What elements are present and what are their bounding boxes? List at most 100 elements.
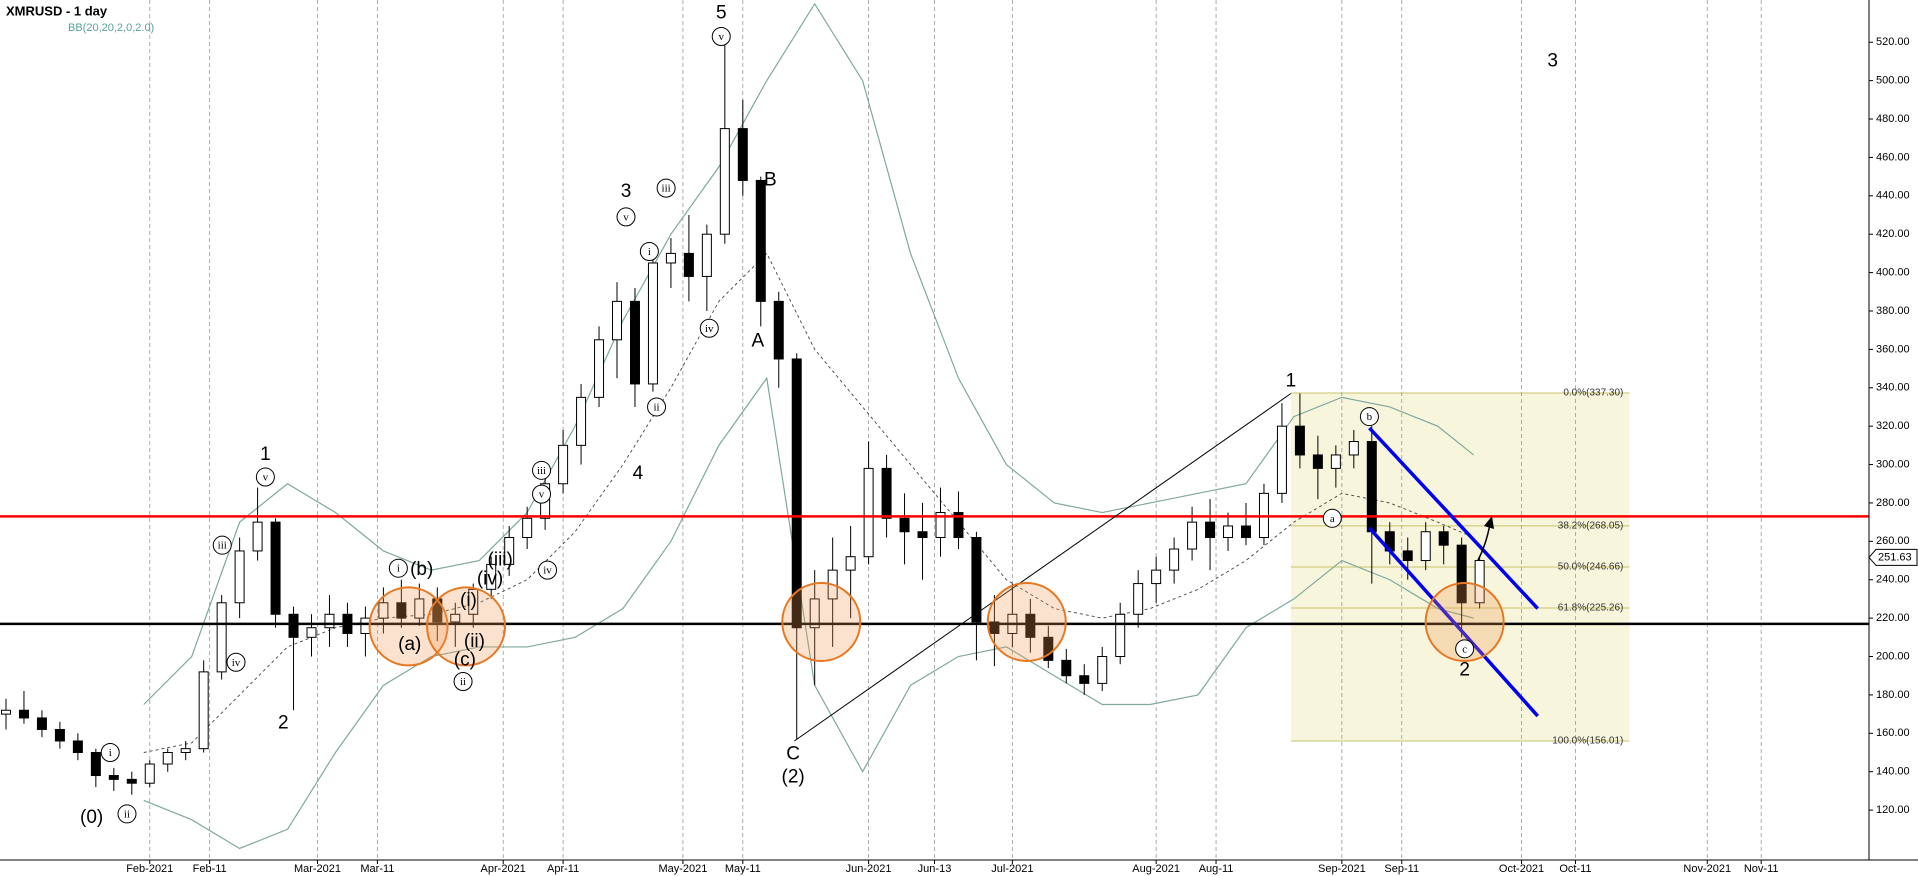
wave-label: (iii) [488, 550, 513, 571]
candle-body [935, 512, 946, 538]
wave-label-circle [532, 460, 552, 480]
wave-label: ii [460, 676, 466, 688]
wave-label: 5 [716, 2, 727, 23]
candle-body [989, 621, 1000, 634]
wave-label-circle [388, 558, 408, 578]
wave-label-circle [639, 241, 659, 261]
candle-body [468, 588, 479, 615]
x-tick-label: May-11 [725, 863, 761, 875]
x-tick-label: Aug-2021 [1132, 863, 1180, 875]
candle-body [90, 752, 101, 777]
candle-body [845, 556, 856, 571]
candle-body [881, 467, 892, 519]
y-tick-label: 160.00 [1876, 727, 1910, 739]
wave-label: B [764, 169, 777, 190]
x-tick-label: Sep-2021 [1318, 863, 1366, 875]
wave-label: C [786, 743, 800, 764]
candle-body [1420, 531, 1431, 562]
wave-label: iii [662, 183, 671, 195]
candle-body [126, 778, 137, 784]
y-tick-label: 120.00 [1876, 804, 1910, 816]
wave-label: (2) [782, 766, 805, 787]
candle-body [1366, 441, 1377, 533]
candle-body [899, 517, 910, 533]
x-tick-label: Nov-11 [1744, 863, 1779, 875]
bollinger-lower [143, 376, 1474, 850]
projection-arrow-head [1484, 516, 1494, 529]
candle-body [737, 128, 748, 181]
x-tick-label: Jul-2021 [991, 863, 1033, 875]
candle-body [683, 252, 694, 277]
wave-label-circle [255, 467, 275, 487]
wave-label: iv [705, 323, 714, 335]
x-tick-label: Jun-13 [918, 863, 952, 875]
candle-body [791, 358, 802, 629]
chart-title: XMRUSD - 1 day [6, 3, 108, 18]
wave-label: 2 [1459, 660, 1470, 681]
candle-body [863, 467, 874, 558]
candle-body [270, 521, 281, 615]
wave-label-circle [1359, 407, 1379, 427]
candle-body [953, 512, 964, 538]
wave-label-circle [1322, 508, 1342, 528]
candle-body [54, 728, 65, 742]
candle-body [773, 300, 784, 360]
candle-body [1294, 425, 1305, 456]
bollinger-upper [143, 2, 1475, 705]
candle-body [1025, 613, 1036, 638]
trend-line [1368, 426, 1540, 610]
candle-body [1079, 675, 1090, 684]
wave-label: 2 [278, 713, 289, 734]
fib-level-label: 61.8%(225.26) [1558, 603, 1624, 614]
wave-label-circle [1455, 639, 1475, 659]
candle-body [1456, 544, 1467, 604]
wave-label: iii [218, 540, 227, 552]
candle-body [450, 613, 461, 623]
wave-label: 3 [1547, 50, 1558, 71]
y-tick-label: 340.00 [1876, 382, 1910, 394]
wave-label-circle [699, 318, 719, 338]
wave-label: 3 [621, 181, 632, 202]
candle-body [1169, 548, 1180, 571]
x-tick-label: Mar-2021 [294, 863, 341, 875]
candle-layer [0, 42, 1485, 795]
y-tick-label: 380.00 [1876, 305, 1910, 317]
wave-label-circle [212, 535, 232, 555]
candle-body [647, 262, 658, 385]
candle-body [216, 602, 227, 673]
y-tick-label: 520.00 [1876, 36, 1910, 48]
candle-body [486, 563, 497, 590]
y-tick-label: 400.00 [1876, 266, 1910, 278]
wave-label: (0) [80, 807, 103, 828]
wave-label: (i) [460, 590, 477, 611]
y-tick-label: 140.00 [1876, 766, 1910, 778]
wave-label: iv [543, 565, 552, 577]
candle-body [701, 233, 712, 277]
wave-label-circle [616, 207, 636, 227]
candle-body [1151, 569, 1162, 585]
wave-label-circle [711, 26, 731, 46]
fib-level-label: 0.0%(337.30) [1563, 388, 1623, 399]
candle-body [414, 598, 425, 619]
wave-label: (ii) [464, 631, 485, 652]
y-tick-label: 460.00 [1876, 151, 1910, 163]
candle-body [1187, 521, 1198, 550]
trend-line [1368, 526, 1540, 718]
highlight-circle [1424, 581, 1505, 662]
candle-body [1438, 531, 1449, 546]
candle-body [0, 709, 11, 715]
x-tick-label: Oct-2021 [1499, 863, 1544, 875]
candle-body [809, 598, 820, 629]
highlight-circle [781, 581, 862, 662]
candle-body [594, 339, 605, 398]
indicator-label: BB(20,20,2,0,2.0) [68, 22, 154, 34]
wave-label: v [623, 211, 629, 223]
wave-label: (iv) [477, 569, 503, 590]
candle-body [629, 300, 640, 385]
indicator-layer [143, 2, 1475, 850]
candle-body [108, 775, 119, 780]
candle-body [1205, 521, 1216, 539]
candle-body [576, 396, 587, 446]
